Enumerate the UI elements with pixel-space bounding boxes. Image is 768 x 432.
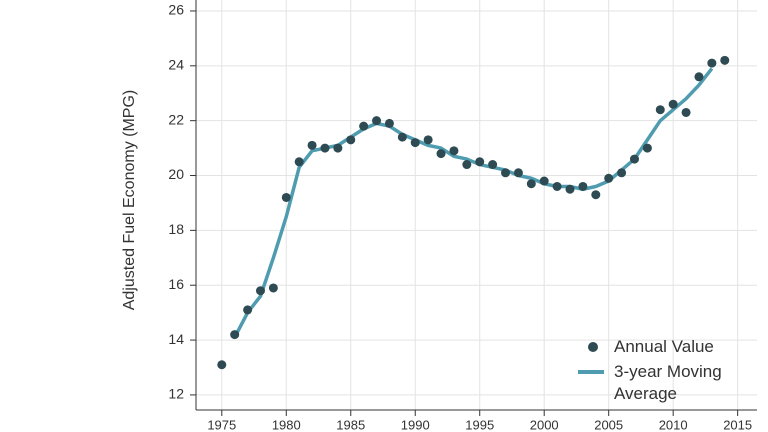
data-point [642, 143, 652, 153]
data-point [462, 160, 472, 170]
y-tick-label: 16 [168, 276, 184, 292]
x-tick-label: 1995 [465, 417, 494, 432]
data-point [423, 135, 433, 145]
data-point [268, 283, 278, 293]
legend-item: 3-year Moving Average [578, 361, 758, 405]
moving-average-line [233, 67, 714, 339]
data-point [617, 168, 627, 178]
data-point [281, 192, 291, 202]
data-point [243, 305, 253, 315]
x-tick-label: 1980 [272, 417, 301, 432]
x-tick-label: 1985 [336, 417, 365, 432]
data-point [230, 330, 240, 340]
data-point [629, 154, 639, 164]
data-point [720, 55, 730, 65]
data-point [475, 157, 485, 167]
legend-label: Annual Value [614, 337, 714, 356]
x-tick-label: 1990 [401, 417, 430, 432]
x-tick-label: 1975 [207, 417, 236, 432]
data-point [539, 176, 549, 186]
data-point [565, 184, 575, 194]
y-tick-label: 18 [168, 221, 184, 237]
data-point [578, 181, 588, 191]
data-point [694, 72, 704, 82]
data-point [707, 58, 717, 68]
data-point [410, 138, 420, 148]
x-tick-label: 2000 [530, 417, 559, 432]
x-tick-label: 2010 [659, 417, 688, 432]
y-axis-label: Adjusted Fuel Economy (MPG) [121, 90, 138, 311]
x-tick-label: 2005 [594, 417, 623, 432]
data-point [397, 132, 407, 142]
y-tick-label: 22 [168, 111, 184, 127]
y-tick-label: 20 [168, 166, 184, 182]
data-point [294, 157, 304, 167]
data-point [449, 146, 459, 156]
data-point [307, 140, 317, 150]
legend-key [578, 361, 608, 383]
data-point [255, 286, 265, 296]
y-tick-label: 24 [168, 57, 184, 73]
data-point [668, 99, 678, 109]
y-tick-label: 14 [168, 331, 184, 347]
data-point [320, 143, 330, 153]
data-point [436, 149, 446, 159]
data-point [359, 121, 369, 131]
data-point [488, 160, 498, 170]
data-point [346, 135, 356, 145]
legend-key [578, 336, 608, 358]
data-point [501, 168, 511, 178]
x-tick-label: 2015 [723, 417, 752, 432]
y-tick-label: 26 [168, 2, 184, 18]
data-point [384, 118, 394, 128]
legend-item: Annual Value [578, 336, 758, 358]
data-point [513, 168, 523, 178]
data-point [552, 181, 562, 191]
data-point [681, 107, 691, 117]
y-tick-label: 12 [168, 386, 184, 402]
data-point [372, 116, 382, 126]
data-point [217, 360, 227, 370]
data-point [333, 143, 343, 153]
data-point [604, 173, 614, 183]
data-point [655, 105, 665, 115]
data-point [526, 179, 536, 189]
data-point [591, 190, 601, 200]
legend-label: 3-year Moving Average [614, 362, 722, 403]
legend: Annual Value 3-year Moving Average [578, 336, 758, 408]
